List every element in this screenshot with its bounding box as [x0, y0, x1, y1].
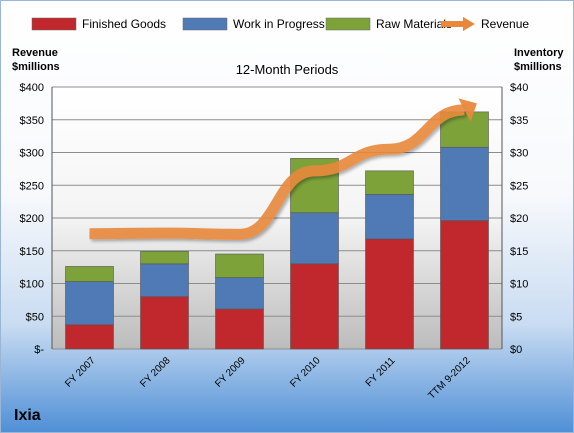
right-tick-label: $35 — [510, 115, 528, 127]
revenue-line-group — [89, 98, 477, 240]
left-axis-label-line2: $millions — [12, 61, 60, 73]
legend-label: Raw Materials — [376, 17, 452, 31]
right-tick-label: $0 — [510, 344, 522, 356]
legend-label: Finished Goods — [82, 17, 166, 31]
chart-title: 12-Month Periods — [236, 62, 339, 77]
bar-work-in-progress — [140, 263, 189, 297]
bar-finished-goods — [140, 296, 189, 350]
bar-finished-goods — [440, 220, 489, 350]
left-tick-label: $150 — [20, 246, 44, 258]
bar-finished-goods — [290, 263, 339, 350]
bar-finished-goods — [65, 324, 114, 350]
bar-raw-materials — [140, 251, 189, 265]
legend-arrow-icon — [463, 17, 475, 31]
right-axis-label-line2: $millions — [514, 61, 562, 73]
legend-swatch-work-in-progress — [182, 17, 228, 31]
gridlines — [52, 86, 502, 350]
bar-raw-materials — [65, 266, 114, 282]
bar-work-in-progress — [365, 194, 414, 240]
legend: Finished Goods Work in Progress Raw Materi… — [31, 17, 529, 31]
bar-raw-materials — [215, 253, 264, 278]
left-tick-label: $200 — [20, 213, 44, 225]
bar-finished-goods — [365, 238, 414, 350]
right-tick-label: $20 — [510, 213, 528, 225]
bar-work-in-progress — [290, 212, 339, 265]
right-tick-label: $25 — [510, 180, 528, 192]
legend-swatch-finished-goods — [31, 17, 77, 31]
company-name: Ixia — [14, 407, 41, 424]
bar-raw-materials — [365, 170, 414, 195]
legend-swatch-raw-materials — [325, 17, 371, 31]
left-tick-label: $350 — [20, 115, 44, 127]
revenue-arrowhead — [458, 98, 477, 122]
bar-work-in-progress — [215, 277, 264, 310]
right-tick-label: $15 — [510, 246, 528, 258]
right-tick-label: $5 — [510, 311, 522, 323]
left-tick-label: $50 — [26, 311, 44, 323]
left-tick-label: $250 — [20, 180, 44, 192]
left-tick-label: $300 — [20, 148, 44, 160]
left-axis-label-line1: Revenue — [12, 47, 58, 59]
right-tick-label: $40 — [510, 82, 528, 94]
left-tick-label: $400 — [20, 82, 44, 94]
legend-label: Work in Progress — [233, 17, 325, 31]
right-tick-label: $30 — [510, 148, 528, 160]
legend-label: Revenue — [481, 17, 529, 31]
bars-group — [65, 111, 489, 350]
left-tick-label: $- — [34, 344, 44, 356]
right-axis-label-line1: Inventory — [514, 47, 564, 59]
left-tick-label: $100 — [20, 279, 44, 291]
bar-finished-goods — [215, 308, 264, 350]
bar-work-in-progress — [440, 146, 489, 221]
bar-work-in-progress — [65, 281, 114, 326]
right-tick-label: $10 — [510, 279, 528, 291]
revenue-line — [89, 104, 465, 240]
